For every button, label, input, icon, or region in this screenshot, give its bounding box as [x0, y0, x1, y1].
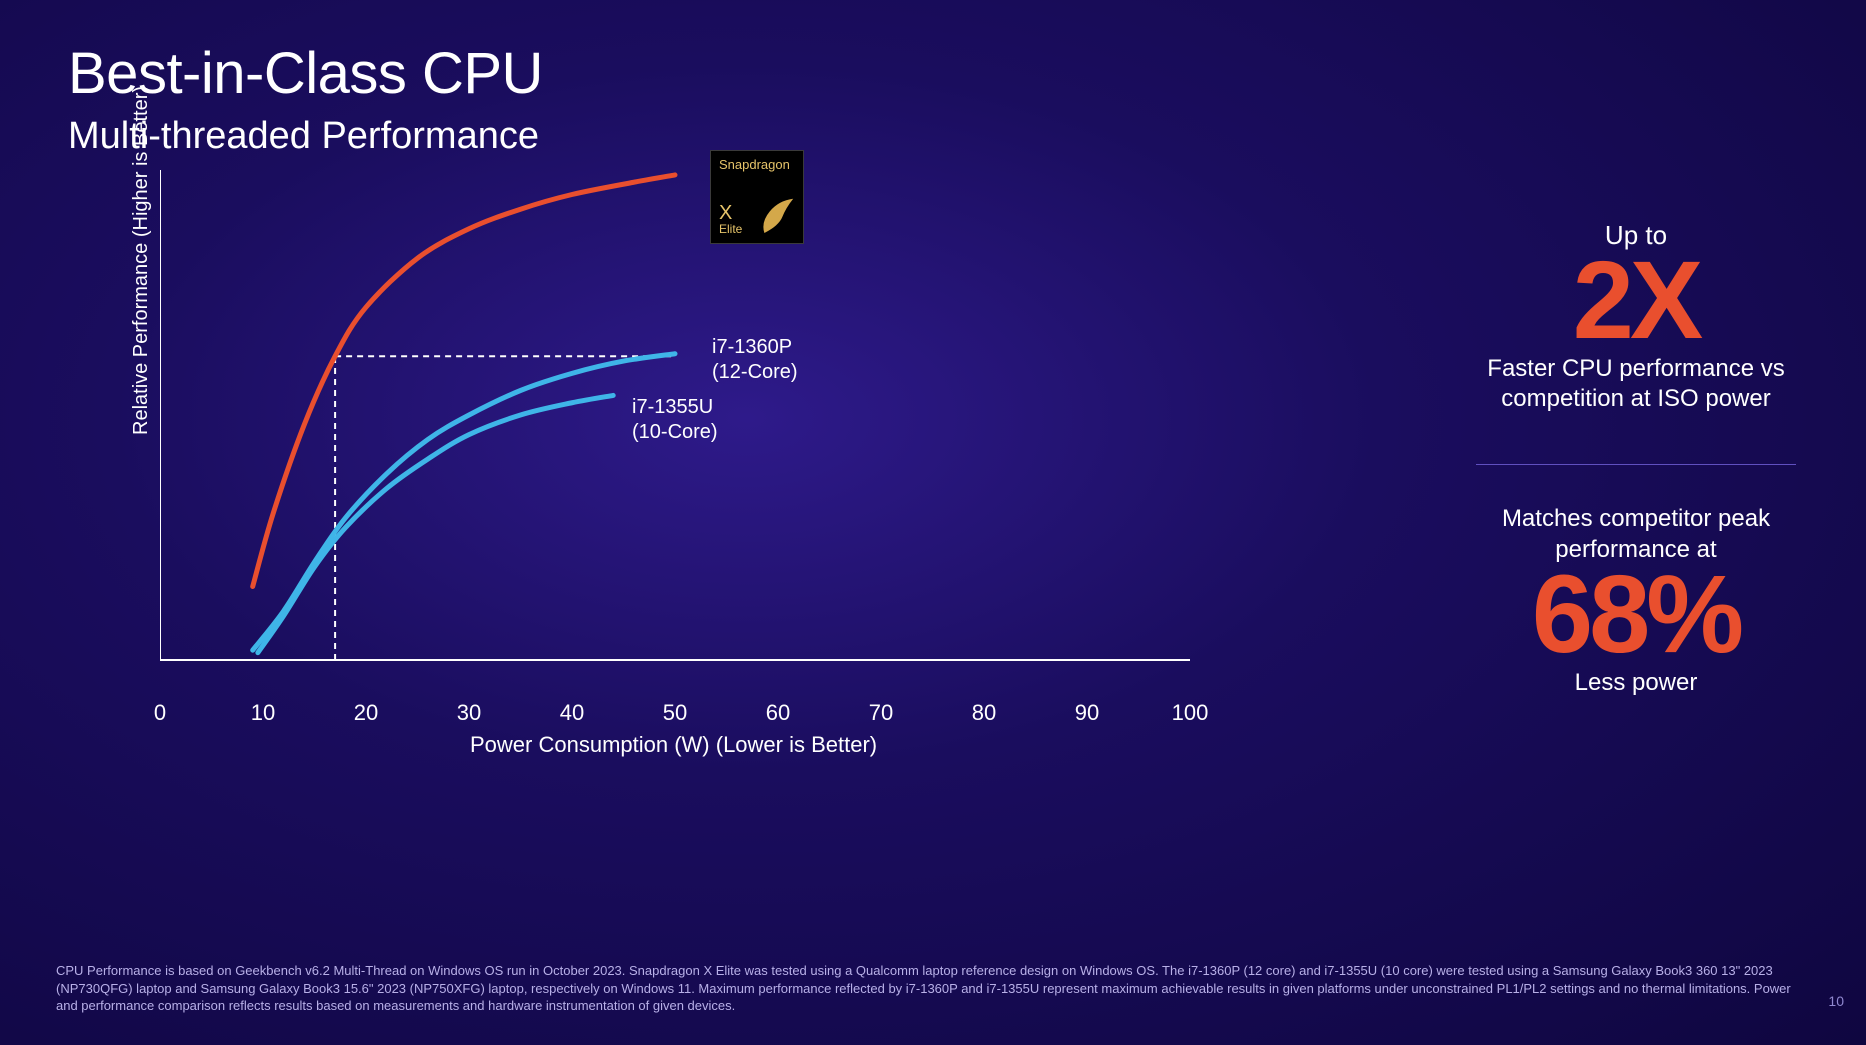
badge-brand: Snapdragon: [719, 157, 795, 172]
stats-panel: Up to 2X Faster CPU performance vs compe…: [1476, 220, 1796, 748]
x-tick: 80: [972, 700, 996, 726]
x-tick: 90: [1075, 700, 1099, 726]
stat-caption: Faster CPU performance vs competition at…: [1476, 354, 1796, 414]
page-number: 10: [1828, 993, 1844, 1009]
stat-divider: [1476, 464, 1796, 465]
y-axis-label: Relative Performance (Higher is Better): [130, 86, 153, 435]
x-tick: 40: [560, 700, 584, 726]
series-label-i7-1355u: i7-1355U (10-Core): [632, 395, 718, 445]
snapdragon-badge: Snapdragon X Elite: [710, 150, 804, 244]
badge-x: X: [719, 203, 742, 223]
x-tick: 50: [663, 700, 687, 726]
stat-faster: Up to 2X Faster CPU performance vs compe…: [1476, 220, 1796, 414]
snapdragon-swoosh-icon: [759, 195, 795, 235]
footnote: CPU Performance is based on Geekbench v6…: [56, 962, 1796, 1015]
x-tick: 10: [251, 700, 275, 726]
x-tick: 70: [869, 700, 893, 726]
x-tick: 60: [766, 700, 790, 726]
x-tick: 20: [354, 700, 378, 726]
x-tick: 100: [1172, 700, 1209, 726]
badge-elite: Elite: [719, 223, 742, 235]
series-label-i7-1360p: i7-1360P (12-Core): [712, 335, 798, 385]
stat-big-value: 68%: [1476, 565, 1796, 664]
stat-big-value: 2X: [1476, 251, 1796, 350]
x-tick: 0: [154, 700, 166, 726]
stat-less-power: Matches competitor peak performance at 6…: [1476, 503, 1796, 698]
x-axis-label: Power Consumption (W) (Lower is Better): [470, 732, 877, 758]
x-tick: 30: [457, 700, 481, 726]
stat-caption: Less power: [1476, 668, 1796, 698]
